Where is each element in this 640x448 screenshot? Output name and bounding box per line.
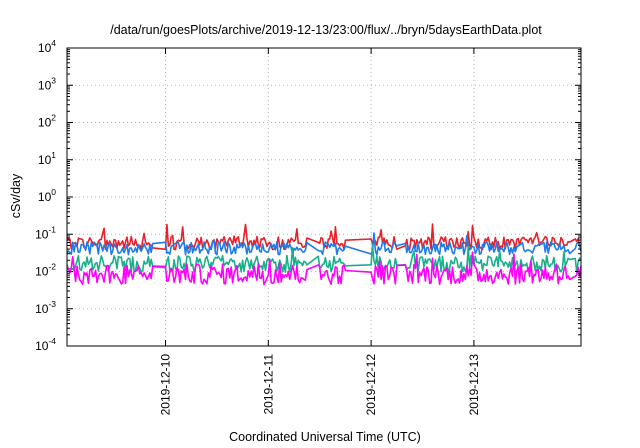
- y-tick-label: 104: [38, 38, 56, 55]
- y-axis-label: cSv/day: [9, 173, 23, 218]
- plot-border: [66, 47, 582, 347]
- y-tick-label: 100: [38, 187, 56, 204]
- grid-lines: [67, 48, 581, 346]
- y-tick-label: 102: [38, 113, 56, 130]
- x-tick-labels: 2019-12-10 2019-12-11 2019-12-12 2019-12-13: [159, 354, 481, 416]
- y-tick-label: 10-1: [35, 224, 56, 241]
- plot-frame: [66, 47, 582, 347]
- y-tick-labels: 10-4 10-3 10-2 10-1 100 101 102 103 104: [35, 38, 56, 353]
- series-line: [66, 223, 582, 251]
- x-tick-label: 2019-12-12: [364, 354, 378, 416]
- x-tick-label: 2019-12-11: [261, 354, 275, 415]
- x-axis-label: Coordinated Universal Time (UTC): [229, 430, 421, 444]
- x-tick-label: 2019-12-10: [159, 354, 173, 416]
- y-tick-label: 10-3: [35, 299, 56, 316]
- x-tick-label: 2019-12-13: [467, 354, 481, 416]
- y-tick-label: 101: [38, 150, 56, 167]
- y-tick-label: 103: [38, 75, 56, 92]
- series-group: [66, 223, 582, 286]
- series-line: [66, 244, 582, 273]
- y-tick-label: 10-2: [35, 262, 56, 279]
- series-line: [66, 251, 582, 286]
- series-line: [66, 232, 582, 256]
- y-tick-label: 10-4: [35, 336, 56, 353]
- chart-title: /data/run/goesPlots/archive/2019-12-13/2…: [110, 23, 542, 37]
